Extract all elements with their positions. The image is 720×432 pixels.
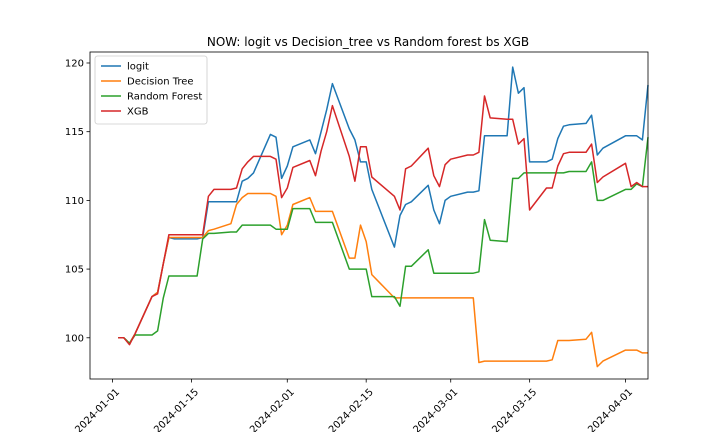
- y-tick-label: 100: [65, 333, 84, 344]
- legend-label: Random Forest: [127, 92, 202, 103]
- legend-label: logit: [127, 62, 149, 73]
- y-axis: 100 105 110 115 120: [65, 58, 90, 344]
- chart-title: NOW: logit vs Decision_tree vs Random fo…: [207, 35, 529, 49]
- legend: logit Decision Tree Random Forest XGB: [94, 55, 208, 125]
- legend-label: XGB: [127, 107, 149, 118]
- legend-box: [94, 55, 208, 125]
- plot-frame: [89, 51, 649, 380]
- series-line-decision-tree: [118, 192, 648, 368]
- y-tick-label: 115: [65, 127, 84, 138]
- y-tick-label: 105: [65, 265, 84, 276]
- legend-label: Decision Tree: [127, 77, 194, 88]
- series-line-xgb: [118, 95, 648, 346]
- series-layer: [118, 66, 649, 368]
- y-tick-label: 110: [65, 196, 84, 207]
- series-line-random-forest: [118, 137, 649, 345]
- y-tick-label: 120: [65, 58, 84, 69]
